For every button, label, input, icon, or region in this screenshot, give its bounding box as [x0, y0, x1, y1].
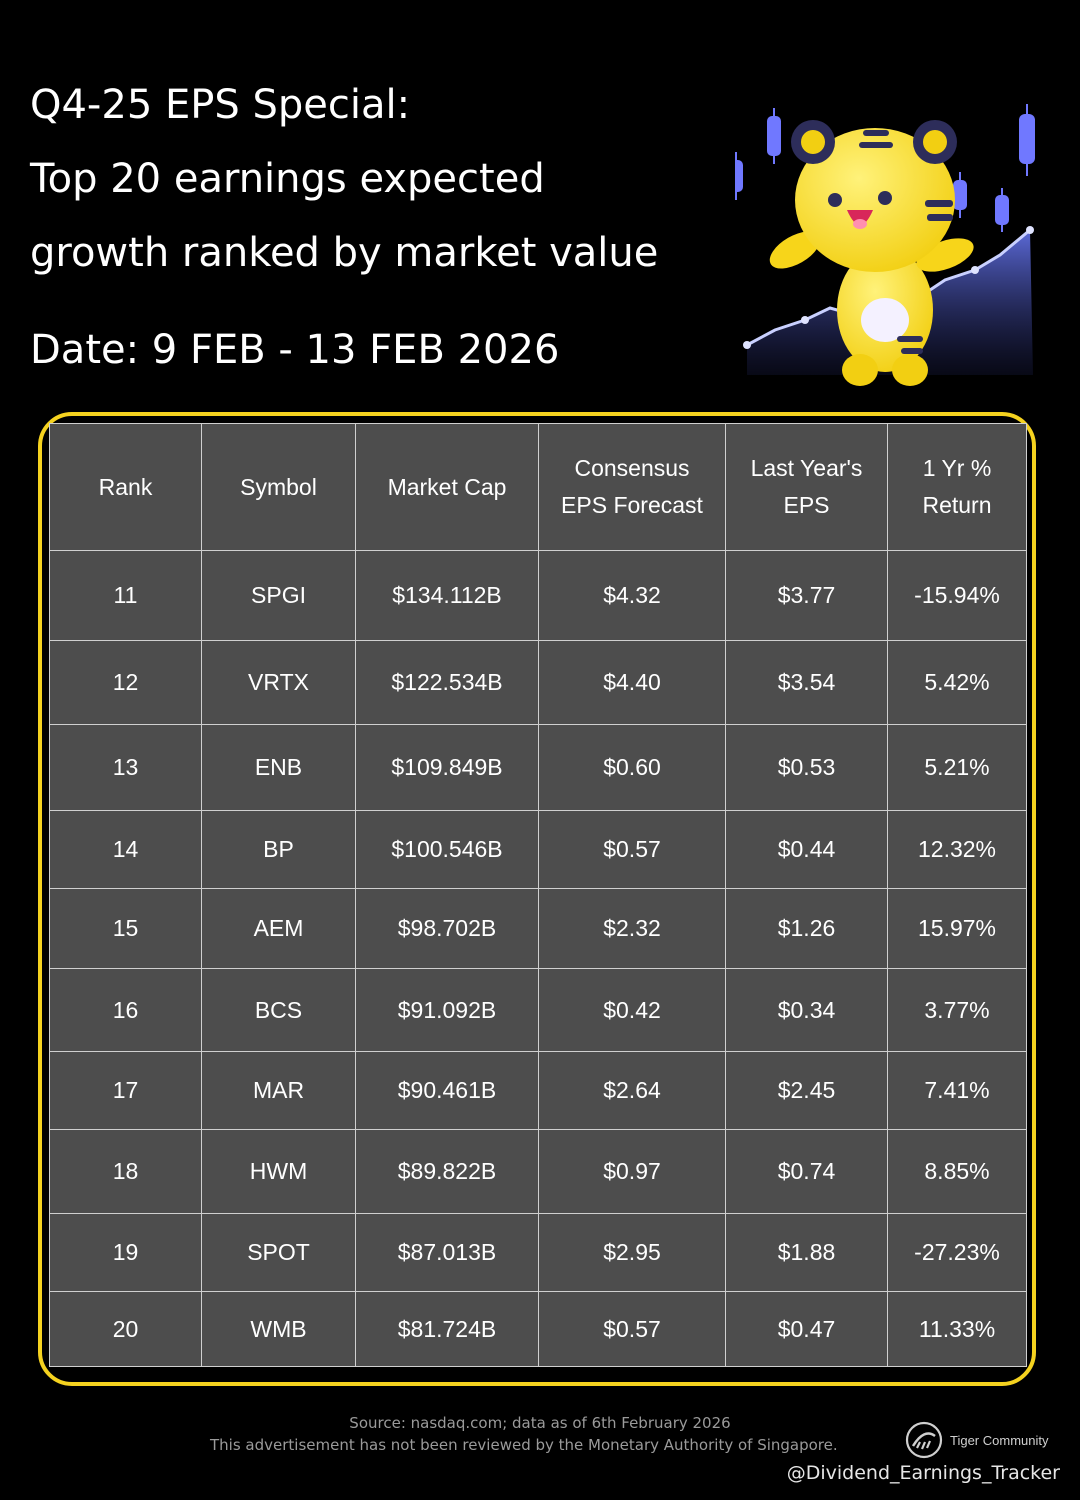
- table-row: 15 AEM $98.702B $2.32 $1.26 15.97%: [49, 888, 1027, 969]
- header-rank: Rank: [49, 423, 202, 551]
- cell-return: 5.21%: [887, 724, 1027, 811]
- cell-rank: 20: [49, 1291, 202, 1367]
- table-frame: [38, 412, 1036, 1386]
- cell-return: 5.42%: [887, 640, 1027, 725]
- cell-eps-forecast: $4.32: [538, 550, 726, 641]
- cell-symbol: BP: [201, 810, 356, 889]
- table-header-row: Rank Symbol Market Cap Consensus EPS For…: [49, 423, 1027, 551]
- cell-eps-forecast: $0.57: [538, 810, 726, 889]
- cell-last-eps: $0.47: [725, 1291, 888, 1367]
- cell-symbol: SPGI: [201, 550, 356, 641]
- cell-last-eps: $1.88: [725, 1213, 888, 1292]
- cell-market-cap: $89.822B: [355, 1129, 539, 1214]
- date-range: Date: 9 FEB - 13 FEB 2026: [30, 327, 560, 373]
- cell-market-cap: $87.013B: [355, 1213, 539, 1292]
- cell-market-cap: $91.092B: [355, 968, 539, 1052]
- cell-eps-forecast: $0.60: [538, 724, 726, 811]
- cell-market-cap: $122.534B: [355, 640, 539, 725]
- cell-eps-forecast: $0.57: [538, 1291, 726, 1367]
- brand-block: Tiger Community: [904, 1420, 1048, 1460]
- header-last-eps-line1: Last Year's: [750, 455, 863, 481]
- cell-eps-forecast: $0.97: [538, 1129, 726, 1214]
- cell-symbol: AEM: [201, 888, 356, 969]
- cell-symbol: BCS: [201, 968, 356, 1052]
- cell-return: 3.77%: [887, 968, 1027, 1052]
- cell-rank: 18: [49, 1129, 202, 1214]
- header-symbol: Symbol: [201, 423, 356, 551]
- cell-symbol: HWM: [201, 1129, 356, 1214]
- table-row: 11 SPGI $134.112B $4.32 $3.77 -15.94%: [49, 550, 1027, 641]
- brand-name: Tiger Community: [950, 1432, 1049, 1448]
- disclaimer-note: This advertisement has not been reviewed…: [210, 1436, 838, 1454]
- table-row: 14 BP $100.546B $0.57 $0.44 12.32%: [49, 810, 1027, 889]
- header-return-line2: Return: [922, 492, 992, 518]
- cell-symbol: WMB: [201, 1291, 356, 1367]
- eps-table: Rank Symbol Market Cap Consensus EPS For…: [49, 423, 1027, 1367]
- cell-rank: 12: [49, 640, 202, 725]
- source-note: Source: nasdaq.com; data as of 6th Febru…: [349, 1414, 731, 1432]
- table-row: 18 HWM $89.822B $0.97 $0.74 8.85%: [49, 1129, 1027, 1214]
- cell-rank: 13: [49, 724, 202, 811]
- cell-last-eps: $0.74: [725, 1129, 888, 1214]
- cell-eps-forecast: $2.95: [538, 1213, 726, 1292]
- header-eps-forecast-line1: Consensus: [574, 455, 690, 481]
- tiger-community-logo-icon: [905, 1421, 943, 1459]
- cell-eps-forecast: $0.42: [538, 968, 726, 1052]
- header-last-eps-line2: EPS: [783, 492, 830, 518]
- cell-last-eps: $0.34: [725, 968, 888, 1052]
- cell-last-eps: $3.54: [725, 640, 888, 725]
- cell-return: -15.94%: [887, 550, 1027, 641]
- cell-rank: 19: [49, 1213, 202, 1292]
- cell-symbol: SPOT: [201, 1213, 356, 1292]
- cell-market-cap: $81.724B: [355, 1291, 539, 1367]
- header-eps-forecast-line2: EPS Forecast: [561, 492, 703, 518]
- cell-return: -27.23%: [887, 1213, 1027, 1292]
- header-return: 1 Yr % Return: [887, 423, 1027, 551]
- cell-rank: 14: [49, 810, 202, 889]
- cell-return: 7.41%: [887, 1051, 1027, 1130]
- title-line-2: Top 20 earnings expected: [30, 156, 545, 202]
- cell-market-cap: $134.112B: [355, 550, 539, 641]
- account-handle: @Dividend_Earnings_Tracker: [786, 1462, 1060, 1484]
- cell-rank: 17: [49, 1051, 202, 1130]
- cell-symbol: VRTX: [201, 640, 356, 725]
- cell-return: 12.32%: [887, 810, 1027, 889]
- cell-market-cap: $100.546B: [355, 810, 539, 889]
- cell-rank: 16: [49, 968, 202, 1052]
- cell-eps-forecast: $2.64: [538, 1051, 726, 1130]
- cell-rank: 11: [49, 550, 202, 641]
- cell-eps-forecast: $4.40: [538, 640, 726, 725]
- table-row: 13 ENB $109.849B $0.60 $0.53 5.21%: [49, 724, 1027, 811]
- cell-last-eps: $1.26: [725, 888, 888, 969]
- cell-return: 8.85%: [887, 1129, 1027, 1214]
- tiger-mascot-icon: [735, 104, 1035, 386]
- cell-symbol: ENB: [201, 724, 356, 811]
- table-row: 19 SPOT $87.013B $2.95 $1.88 -27.23%: [49, 1213, 1027, 1292]
- title-line-3: growth ranked by market value: [30, 230, 659, 276]
- cell-last-eps: $2.45: [725, 1051, 888, 1130]
- cell-eps-forecast: $2.32: [538, 888, 726, 969]
- cell-return: 11.33%: [887, 1291, 1027, 1367]
- cell-symbol: MAR: [201, 1051, 356, 1130]
- table-row: 12 VRTX $122.534B $4.40 $3.54 5.42%: [49, 640, 1027, 725]
- cell-last-eps: $0.53: [725, 724, 888, 811]
- title-line-1: Q4-25 EPS Special:: [30, 82, 411, 128]
- cell-last-eps: $0.44: [725, 810, 888, 889]
- header-last-eps: Last Year's EPS: [725, 423, 888, 551]
- cell-rank: 15: [49, 888, 202, 969]
- cell-market-cap: $98.702B: [355, 888, 539, 969]
- cell-market-cap: $90.461B: [355, 1051, 539, 1130]
- table-row: 16 BCS $91.092B $0.42 $0.34 3.77%: [49, 968, 1027, 1052]
- header-return-line1: 1 Yr %: [922, 455, 992, 481]
- cell-market-cap: $109.849B: [355, 724, 539, 811]
- header-eps-forecast: Consensus EPS Forecast: [538, 423, 726, 551]
- table-row: 20 WMB $81.724B $0.57 $0.47 11.33%: [49, 1291, 1027, 1367]
- page-title: Q4-25 EPS Special: Top 20 earnings expec…: [30, 68, 730, 290]
- table-row: 17 MAR $90.461B $2.64 $2.45 7.41%: [49, 1051, 1027, 1130]
- cell-return: 15.97%: [887, 888, 1027, 969]
- header-market-cap: Market Cap: [355, 423, 539, 551]
- cell-last-eps: $3.77: [725, 550, 888, 641]
